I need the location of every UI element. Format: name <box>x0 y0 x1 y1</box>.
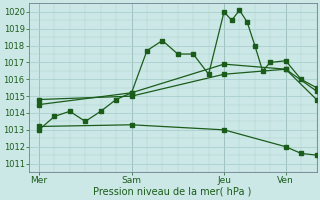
X-axis label: Pression niveau de la mer( hPa ): Pression niveau de la mer( hPa ) <box>93 187 252 197</box>
